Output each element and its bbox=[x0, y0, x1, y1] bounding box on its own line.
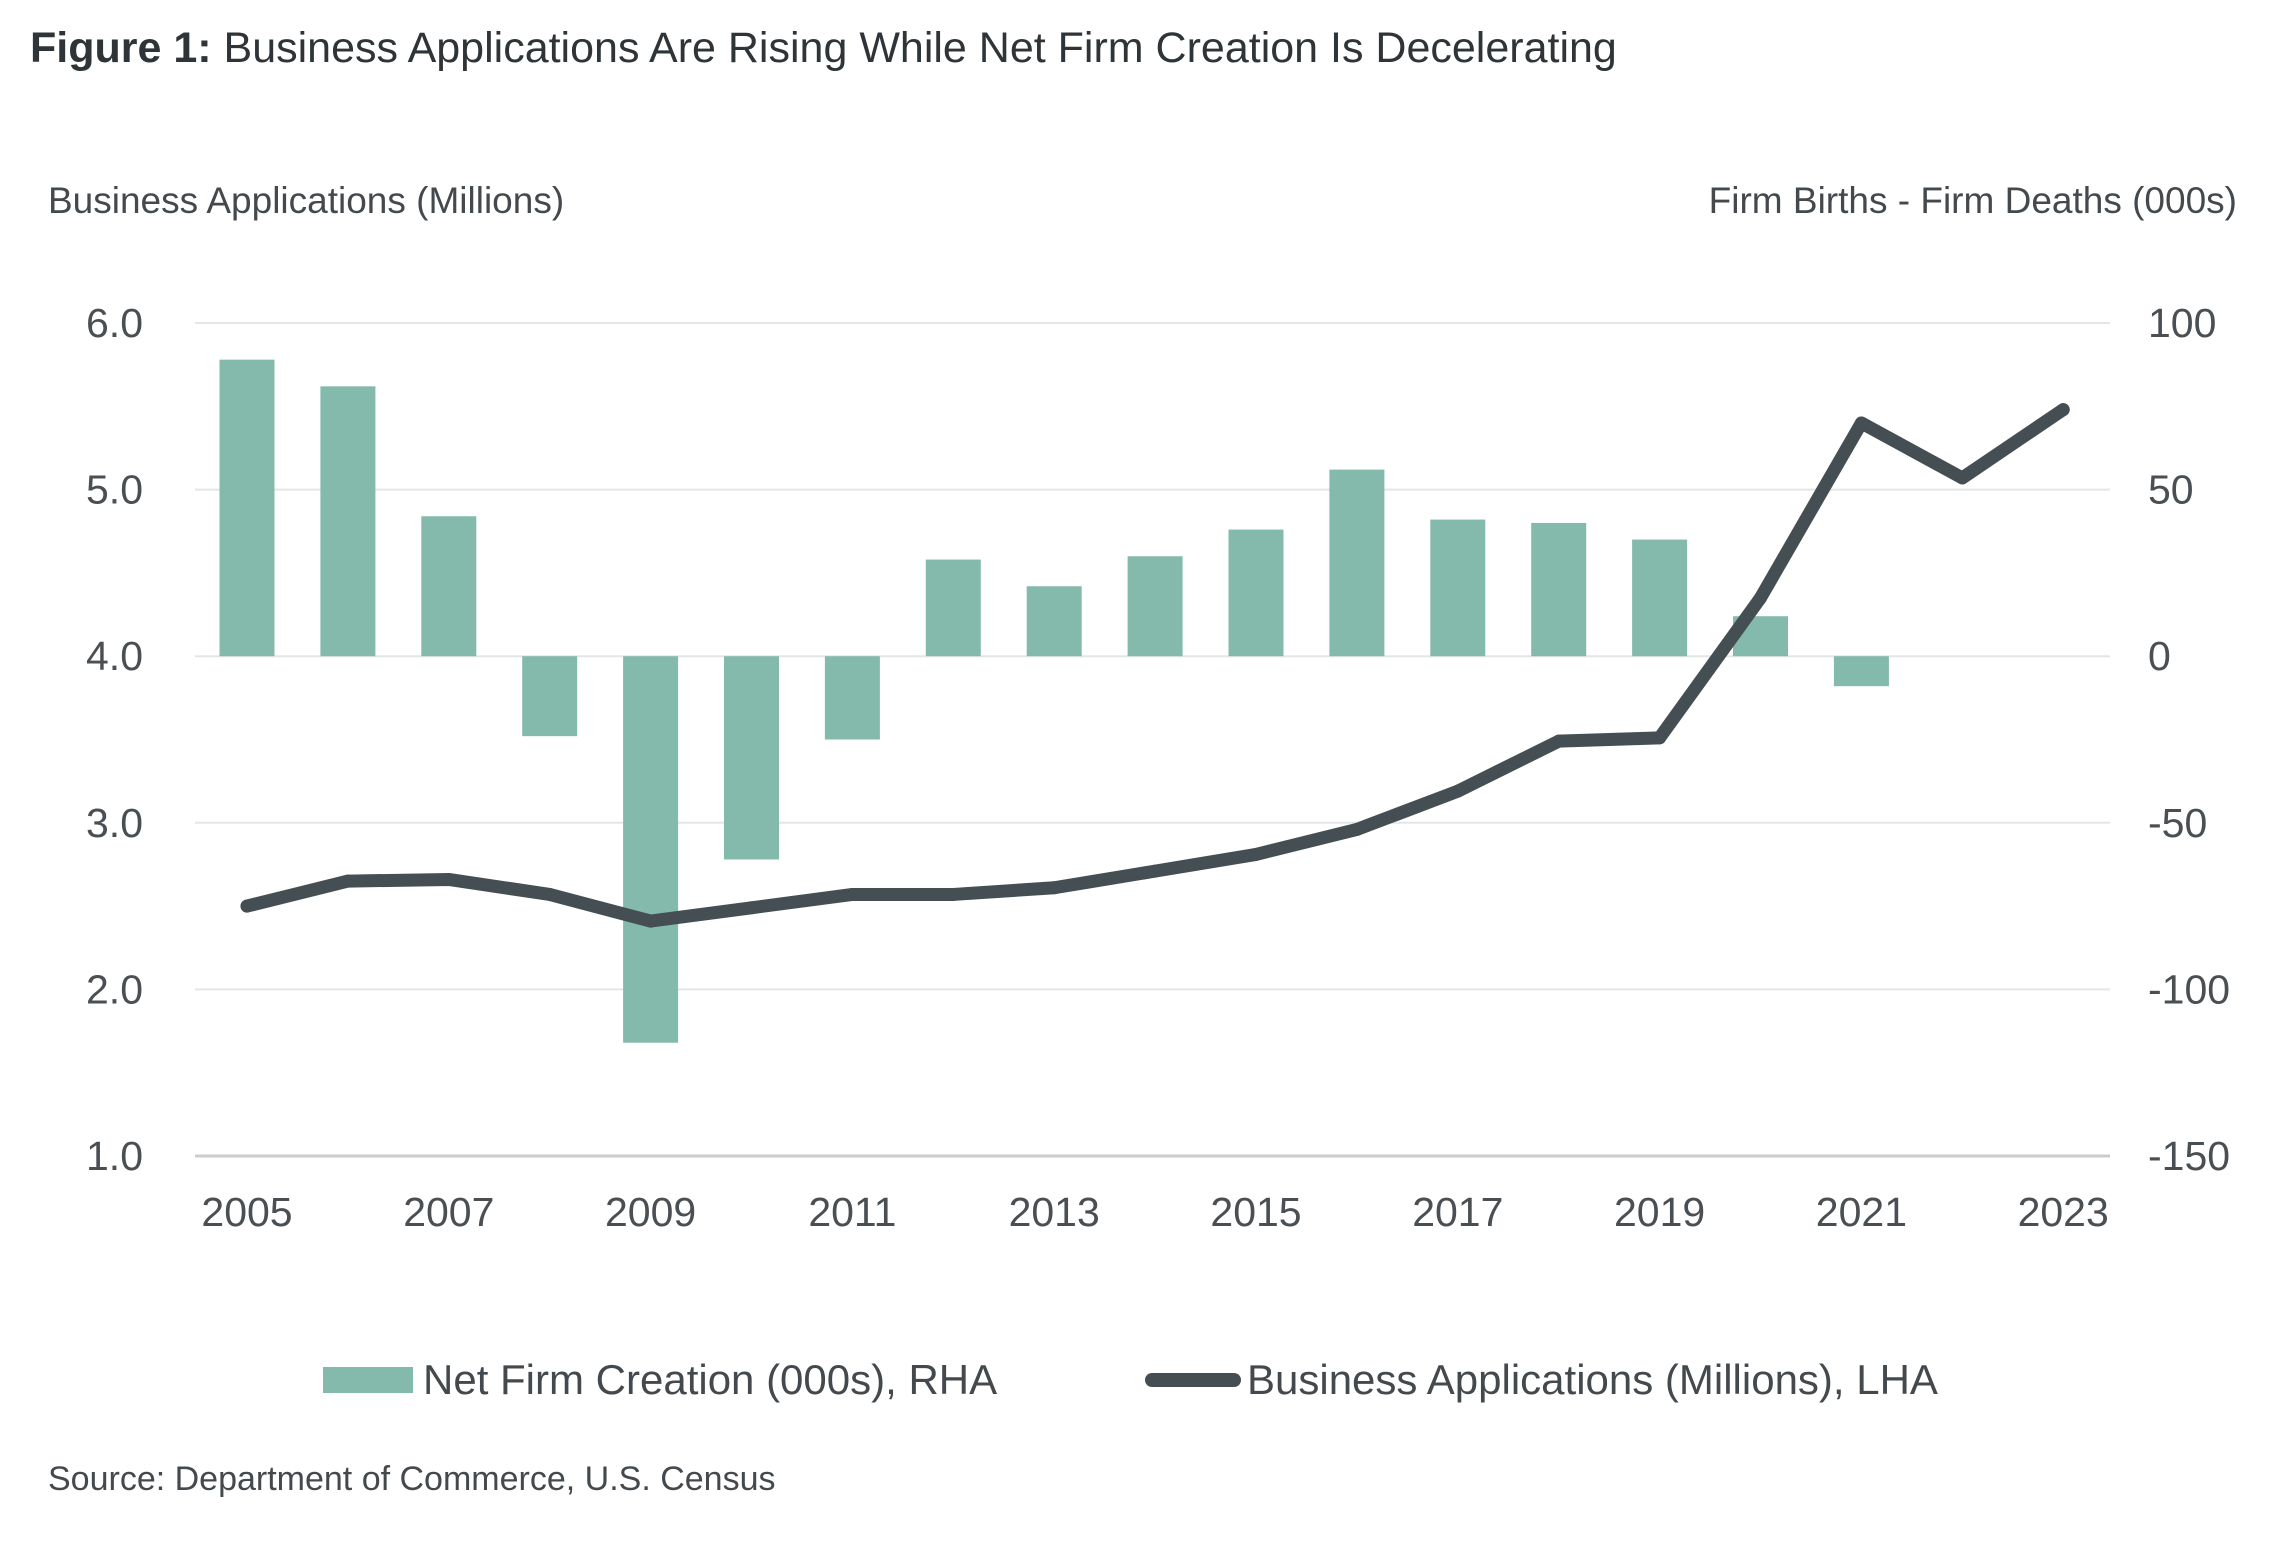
x-tick-label: 2017 bbox=[1412, 1189, 1503, 1235]
line-point bbox=[1653, 731, 1667, 745]
left-tick-label: 2.0 bbox=[86, 966, 143, 1012]
line-point bbox=[1047, 881, 1061, 895]
line-series-path bbox=[240, 403, 2070, 928]
bar bbox=[623, 656, 679, 1043]
left-tick-label: 5.0 bbox=[86, 467, 143, 513]
right-tick-label: 0 bbox=[2148, 633, 2171, 679]
figure-label: Figure 1: bbox=[30, 24, 212, 72]
bar bbox=[1228, 529, 1284, 657]
right-axis-ticks: 100 50 0 -50 -100 -150 bbox=[2148, 300, 2230, 1179]
x-tick-label: 2021 bbox=[1816, 1189, 1907, 1235]
right-tick-label: -50 bbox=[2148, 800, 2207, 846]
bar-series bbox=[219, 359, 1889, 1043]
line-series bbox=[240, 403, 2070, 928]
gridlines bbox=[195, 322, 2110, 1158]
line-point bbox=[341, 874, 355, 888]
x-tick-label: 2011 bbox=[808, 1189, 896, 1235]
bar bbox=[421, 516, 477, 657]
x-tick-label: 2023 bbox=[2018, 1189, 2109, 1235]
line-point bbox=[1754, 591, 1767, 605]
line-point bbox=[543, 887, 557, 901]
bar bbox=[1127, 556, 1183, 657]
left-tick-label: 6.0 bbox=[86, 300, 143, 346]
line-point bbox=[1148, 864, 1162, 878]
line-point bbox=[1350, 822, 1364, 836]
legend-item-bars: Net Firm Creation (000s), RHA bbox=[323, 1355, 997, 1405]
legend-line-label: Business Applications (Millions), LHA bbox=[1247, 1356, 1938, 1403]
line-point bbox=[644, 914, 658, 928]
figure-title-text: Business Applications Are Rising While N… bbox=[223, 24, 1617, 72]
bar bbox=[320, 386, 376, 657]
right-tick-label: 50 bbox=[2148, 467, 2194, 513]
left-axis-title: Business Applications (Millions) bbox=[48, 180, 565, 221]
legend-bar-label: Net Firm Creation (000s), RHA bbox=[423, 1356, 998, 1403]
bar bbox=[925, 559, 981, 657]
x-tick-label: 2007 bbox=[403, 1189, 494, 1235]
figure-title: Figure 1: Business Applications Are Risi… bbox=[30, 24, 1617, 73]
line-point bbox=[946, 887, 960, 901]
x-axis-ticks: 2005 2007 2009 2011 2013 2015 2017 2019 2021 2023 bbox=[201, 1189, 2108, 1235]
bar bbox=[1026, 586, 1082, 657]
line-point bbox=[1955, 471, 1969, 485]
left-tick-label: 3.0 bbox=[86, 800, 143, 846]
line-point bbox=[1451, 784, 1465, 798]
bar bbox=[522, 656, 578, 737]
bar bbox=[1531, 522, 1587, 657]
line-point bbox=[745, 901, 758, 915]
legend-line-swatch bbox=[1145, 1373, 1241, 1387]
right-tick-label: 100 bbox=[2148, 300, 2216, 346]
line-point bbox=[1249, 847, 1263, 861]
left-tick-label: 1.0 bbox=[86, 1133, 143, 1179]
right-tick-label: -100 bbox=[2148, 966, 2230, 1012]
line-point bbox=[845, 887, 859, 901]
bar bbox=[219, 359, 275, 657]
right-tick-label: -150 bbox=[2148, 1133, 2230, 1179]
x-tick-label: 2019 bbox=[1614, 1189, 1705, 1235]
bar bbox=[1833, 656, 1889, 687]
x-tick-label: 2009 bbox=[605, 1189, 696, 1235]
bar bbox=[824, 656, 880, 740]
line-point bbox=[1854, 416, 1868, 430]
bar bbox=[1632, 539, 1688, 657]
x-tick-label: 2005 bbox=[201, 1189, 292, 1235]
line-point bbox=[2056, 403, 2070, 417]
left-tick-label: 4.0 bbox=[86, 633, 143, 679]
bar bbox=[1329, 469, 1385, 657]
bar bbox=[724, 656, 779, 860]
line-point bbox=[240, 899, 254, 913]
x-tick-label: 2013 bbox=[1009, 1189, 1100, 1235]
legend-bar-swatch bbox=[323, 1367, 413, 1393]
left-axis-ticks: 6.0 5.0 4.0 3.0 2.0 1.0 bbox=[86, 300, 143, 1179]
line-point bbox=[1552, 734, 1566, 748]
right-axis-title: Firm Births - Firm Deaths (000s) bbox=[1708, 180, 2237, 221]
line-point bbox=[442, 872, 456, 886]
x-tick-label: 2015 bbox=[1210, 1189, 1301, 1235]
source-note: Source: Department of Commerce, U.S. Cen… bbox=[48, 1460, 776, 1498]
legend-item-line: Business Applications (Millions), LHA bbox=[1145, 1355, 1938, 1405]
bar bbox=[1430, 519, 1486, 657]
